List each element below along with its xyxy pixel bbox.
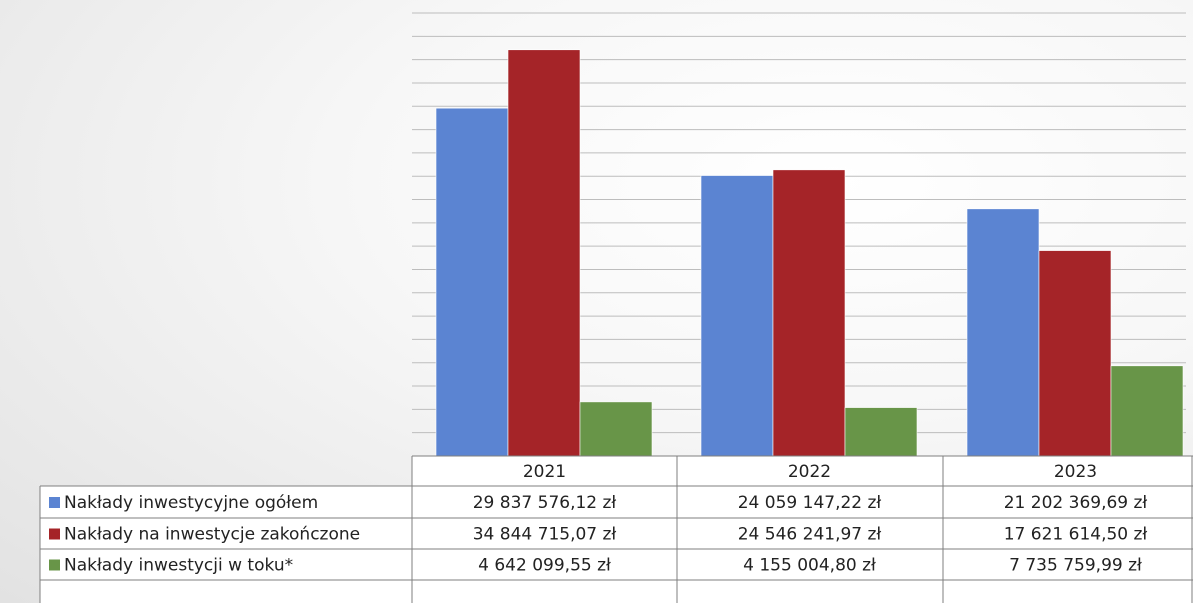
legend-swatch-3 xyxy=(49,559,60,571)
data-label-2021-series-1: 29 837 576,12 zł xyxy=(473,493,617,513)
bar-2021-series-1 xyxy=(435,107,509,457)
data-label-2021-series-2: 34 844 715,07 zł xyxy=(473,525,617,545)
data-label-2021-series-3: 4 642 099,55 zł xyxy=(478,556,611,576)
legend-label-2: Nakłady na inwestycje zakończone xyxy=(64,525,360,545)
data-label-2022-series-2: 24 546 241,97 zł xyxy=(738,525,882,545)
bar-2023-series-2 xyxy=(1038,250,1112,457)
data-table: 2021 2022 2023 Nakłady inwestycyjne ogółem 2… xyxy=(39,455,1193,603)
bar-2022-series-3 xyxy=(844,407,918,457)
legend-background xyxy=(40,486,412,603)
category-label-2023: 2023 xyxy=(1054,462,1097,482)
legend-swatch-2 xyxy=(49,528,60,540)
data-label-2023-series-3: 7 735 759,99 zł xyxy=(1009,556,1142,576)
bar-2023-series-1 xyxy=(966,208,1040,457)
legend-label-1: Nakłady inwestycyjne ogółem xyxy=(64,493,318,513)
bar-2023-series-3 xyxy=(1110,365,1184,457)
table-background xyxy=(412,456,1193,603)
data-label-2022-series-1: 24 059 147,22 zł xyxy=(738,493,882,513)
bar-2021-series-2 xyxy=(507,49,581,457)
bar-2021-series-3 xyxy=(579,401,653,457)
data-label-2022-series-3: 4 155 004,80 zł xyxy=(743,556,876,576)
legend-swatch-1 xyxy=(49,497,60,508)
legend-label-3: Nakłady inwestycji w toku* xyxy=(64,556,293,576)
category-label-2022: 2022 xyxy=(788,462,831,482)
bar-2022-series-2 xyxy=(772,169,846,457)
bars xyxy=(435,49,1184,457)
category-label-2021: 2021 xyxy=(523,462,566,482)
data-label-2023-series-2: 17 621 614,50 zł xyxy=(1004,525,1148,545)
bar-2022-series-1 xyxy=(700,175,774,457)
data-label-2023-series-1: 21 202 369,69 zł xyxy=(1004,493,1148,513)
